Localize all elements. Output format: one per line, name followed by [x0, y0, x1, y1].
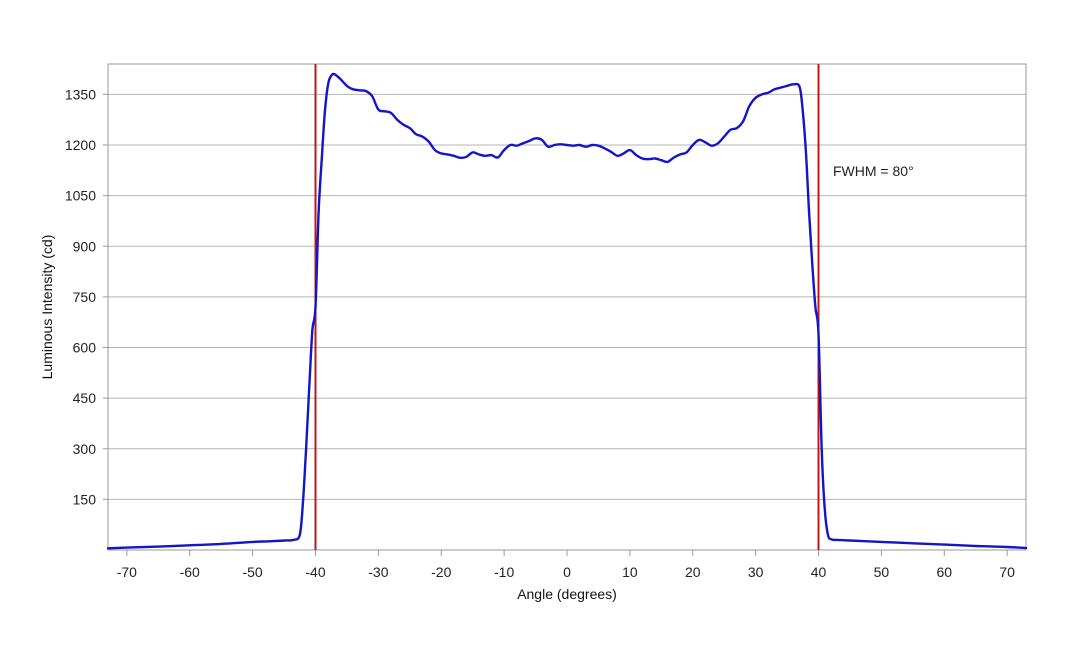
y-tick-label: 1200 [65, 137, 96, 153]
x-tick-label: 20 [685, 564, 701, 580]
y-axis-title: Luminous Intensity (cd) [39, 235, 55, 380]
x-tick-label: 60 [936, 564, 952, 580]
x-tick-label: 30 [748, 564, 764, 580]
plot-frame [107, 63, 1027, 551]
y-tick-label: 600 [73, 340, 97, 356]
x-tick-label: 40 [811, 564, 827, 580]
x-tick-label: 10 [622, 564, 638, 580]
x-tick-label: 50 [874, 564, 890, 580]
intensity-line [106, 72, 1028, 550]
x-tick-label: -20 [431, 564, 451, 580]
grid-lines [108, 93, 1026, 500]
y-tick-label: 750 [73, 289, 97, 305]
y-tick-label: 1350 [65, 86, 96, 102]
x-tick-label: -30 [368, 564, 388, 580]
y-tick-label: 450 [73, 390, 97, 406]
series-group [106, 72, 1028, 550]
x-tick-label: 70 [999, 564, 1015, 580]
x-tick-label: -50 [242, 564, 262, 580]
y-tick-label: 150 [73, 491, 97, 507]
x-tick-label: -70 [117, 564, 137, 580]
y-tick-label: 1050 [65, 188, 96, 204]
x-axis-title: Angle (degrees) [517, 586, 617, 602]
x-axis-ticks: -70 -60 -50 -40 -30 -20 -10 0 10 20 30 40 50 60 70 [117, 550, 1015, 580]
y-axis-ticks: 150 300 450 600 750 900 1050 1200 1350 [65, 86, 108, 507]
x-tick-label: 0 [563, 564, 571, 580]
x-tick-label: -60 [180, 564, 200, 580]
y-tick-label: 300 [73, 441, 97, 457]
y-tick-label: 900 [73, 238, 97, 254]
fwhm-annotation: FWHM = 80° [833, 163, 914, 179]
x-tick-label: -40 [305, 564, 325, 580]
x-tick-label: -10 [494, 564, 514, 580]
plot-background [108, 64, 1026, 550]
